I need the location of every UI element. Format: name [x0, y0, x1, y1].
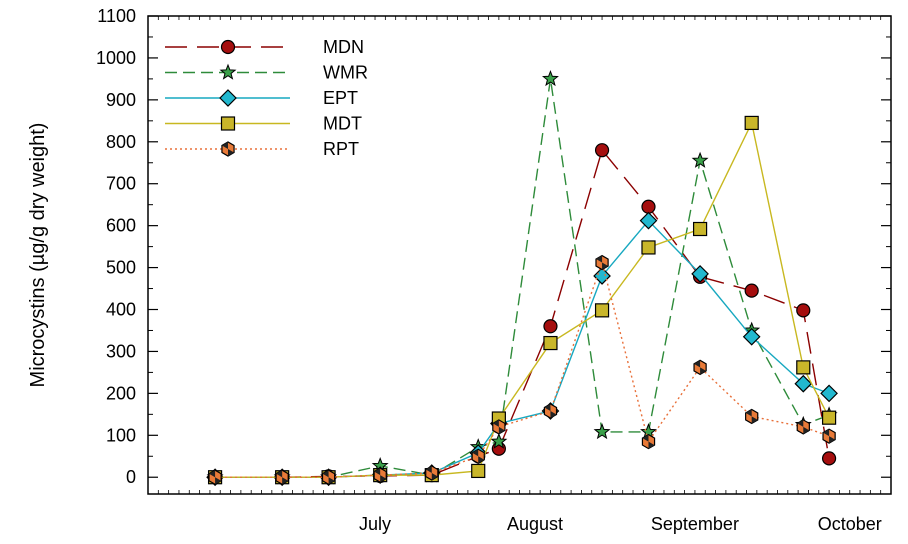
y-tick-label: 1100 — [97, 6, 136, 26]
data-point-rpt — [796, 419, 810, 435]
data-point-rpt — [745, 408, 759, 425]
series-line-rpt — [215, 260, 830, 478]
y-tick-label: 800 — [106, 132, 136, 152]
data-point-wmr — [490, 432, 508, 449]
y-tick-label: 0 — [126, 467, 136, 487]
legend-label: MDN — [323, 37, 364, 57]
legend-marker — [220, 116, 236, 131]
data-point-mdt — [692, 221, 708, 237]
data-point-mdt — [796, 360, 811, 375]
data-point-mdn — [744, 283, 759, 298]
data-point-rpt — [492, 419, 506, 435]
data-point-ept — [742, 327, 761, 346]
y-tick-label: 1000 — [96, 48, 136, 68]
data-point-rpt-shade — [745, 409, 758, 424]
x-tick-label: October — [818, 514, 882, 534]
data-point-rpt-shade — [209, 470, 222, 485]
data-point-rpt — [373, 467, 387, 483]
data-point-wmr — [691, 151, 709, 168]
legend-item-mdn: MDN — [165, 37, 364, 57]
data-point-mdt — [471, 463, 486, 479]
data-point-mdn — [641, 199, 656, 214]
data-point-rpt — [471, 448, 485, 464]
data-point-rpt — [275, 469, 289, 485]
y-tick-label: 600 — [106, 216, 136, 236]
data-point-mdn — [821, 451, 837, 466]
data-point-rpt-shade — [642, 434, 655, 449]
legend-item-wmr: WMR — [165, 63, 368, 83]
y-tick-label: 700 — [106, 174, 136, 194]
x-tick-label: August — [507, 514, 563, 534]
data-point-rpt-shade — [595, 255, 609, 270]
legend-label: RPT — [323, 139, 359, 159]
data-point-rpt-shade — [374, 468, 387, 483]
data-point-rpt — [693, 359, 707, 376]
data-point-ept — [639, 211, 658, 230]
data-point-rpt-shade — [276, 470, 289, 485]
data-point-mdn — [543, 319, 558, 334]
data-point-rpt — [595, 254, 609, 271]
legend-item-rpt: RPT — [165, 139, 359, 159]
data-point-rpt-shade — [823, 429, 836, 444]
data-point-rpt — [321, 469, 336, 485]
data-point-mdt — [641, 240, 656, 255]
legend-marker — [219, 63, 237, 80]
legend-item-mdt: MDT — [165, 114, 362, 134]
data-point-mdt — [543, 335, 558, 351]
data-point-wmr — [593, 423, 611, 440]
data-point-mdn — [594, 143, 610, 158]
series-rpt — [208, 254, 836, 485]
data-point-rpt-shade — [492, 419, 505, 434]
series-wmr — [206, 69, 838, 485]
data-point-rpt — [641, 433, 656, 450]
data-point-ept — [691, 265, 709, 283]
series-line-mdt — [215, 120, 830, 478]
legend-label: EPT — [323, 88, 358, 108]
y-axis-title: Microcystins (µg/g dry weight) — [27, 123, 49, 388]
legend-marker — [221, 141, 235, 157]
legend-label: WMR — [323, 63, 368, 83]
legend-marker-shade — [221, 142, 235, 156]
y-tick-label: 200 — [106, 383, 136, 403]
series-mdn — [207, 143, 837, 485]
data-point-wmr — [542, 69, 559, 87]
data-point-rpt-shade — [425, 466, 438, 481]
data-point-mdt — [744, 115, 759, 131]
series-line-mdn — [215, 148, 830, 478]
data-point-rpt-shade — [797, 419, 810, 434]
data-point-rpt — [822, 428, 836, 444]
data-point-rpt-shade — [544, 403, 557, 418]
series-ept — [206, 211, 838, 487]
x-tick-label: September — [651, 514, 739, 534]
legend-item-ept: EPT — [165, 88, 358, 108]
legend-label: MDT — [323, 114, 362, 134]
data-point-rpt-shade — [694, 360, 707, 375]
x-tick-label: July — [359, 514, 391, 534]
data-point-mdt — [594, 303, 610, 318]
data-point-rpt — [208, 469, 222, 485]
data-point-mdn — [796, 303, 811, 318]
y-tick-label: 900 — [106, 90, 136, 110]
legend-marker — [219, 89, 237, 107]
y-tick-label: 500 — [106, 258, 136, 278]
data-point-rpt — [425, 465, 439, 481]
y-tick-label: 100 — [106, 425, 136, 445]
data-point-mdt — [821, 410, 837, 425]
y-tick-label: 300 — [106, 341, 136, 361]
series-line-wmr — [215, 78, 830, 478]
series-mdt — [207, 115, 837, 485]
legend-marker — [220, 39, 236, 55]
data-point-ept — [794, 374, 813, 393]
data-point-rpt — [543, 403, 558, 419]
data-point-rpt-shade — [472, 449, 485, 464]
data-point-ept — [820, 384, 838, 403]
series-line-ept — [215, 219, 830, 478]
data-point-rpt-shade — [322, 470, 335, 485]
y-tick-label: 400 — [106, 300, 136, 320]
